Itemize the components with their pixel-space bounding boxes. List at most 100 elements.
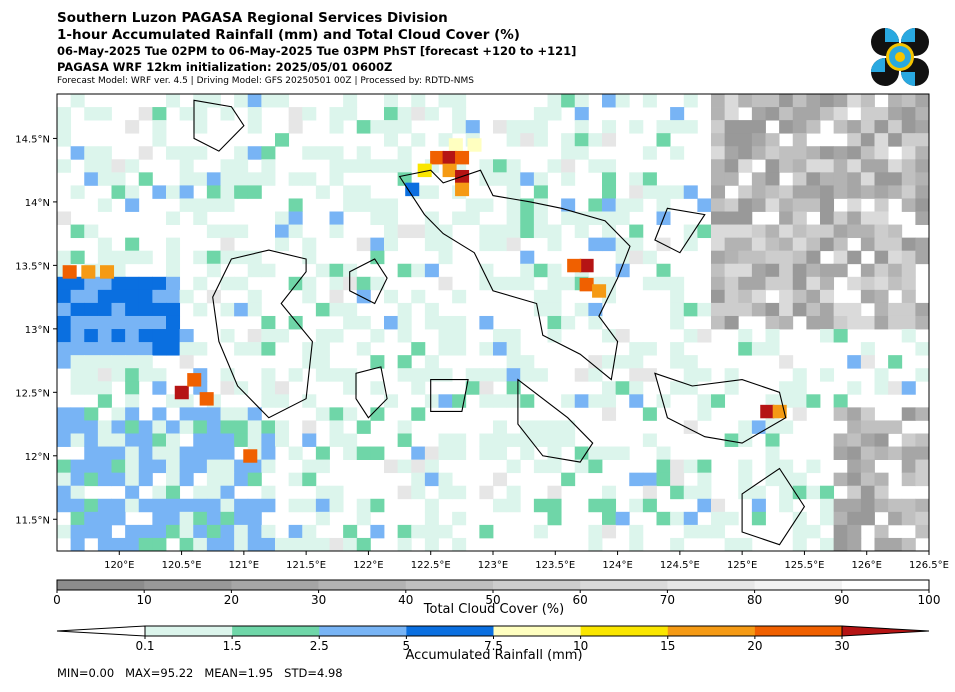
- map-cell: [888, 276, 903, 291]
- map-cell: [738, 263, 753, 278]
- map-cell: [343, 94, 358, 108]
- map-cell: [356, 498, 371, 513]
- map-cell: [888, 94, 903, 108]
- map-cell: [724, 276, 739, 291]
- rainfall-label: Accumulated Rainfall (mm): [405, 648, 583, 663]
- map-cell: [234, 420, 249, 434]
- map-cell: [860, 459, 875, 474]
- map-cell: [247, 342, 262, 356]
- map-cell: [860, 224, 875, 239]
- map-cell: [820, 537, 835, 551]
- rain-swatch: [754, 626, 843, 636]
- map-cell: [506, 394, 521, 408]
- map-cell: [874, 224, 889, 239]
- map-cell: [397, 302, 412, 317]
- cloud-swatch: [318, 580, 407, 590]
- y-tick-label: 12°N: [25, 452, 50, 463]
- map-cell: [125, 120, 140, 134]
- map-cell: [874, 250, 889, 265]
- map-cell: [588, 302, 603, 317]
- map-cell: [574, 133, 589, 147]
- map-cell: [561, 276, 576, 291]
- map-cell: [874, 537, 889, 551]
- map-title: Southern Luzon PAGASA Regional Services …: [57, 10, 448, 26]
- map-cell: [629, 342, 644, 356]
- map-cell: [683, 302, 698, 317]
- map-cell: [206, 263, 221, 278]
- map-cell: [738, 146, 753, 160]
- map-cell: [833, 472, 848, 487]
- map-cell: [138, 498, 153, 513]
- map-cell: [915, 315, 929, 330]
- map-cell: [220, 511, 235, 526]
- map-cell: [275, 381, 290, 395]
- map-cell: [397, 420, 412, 434]
- map-cell: [438, 394, 453, 408]
- map-cell: [901, 381, 916, 395]
- coastline: [741, 467, 806, 546]
- map-cell: [397, 433, 412, 447]
- map-cell: [792, 368, 807, 382]
- map-cell: [833, 537, 848, 551]
- map-cell: [125, 342, 140, 356]
- map-cell: [424, 394, 439, 408]
- map-cell: [111, 368, 126, 382]
- map-cell: [506, 498, 521, 513]
- map-cell: [138, 524, 153, 539]
- map-cell: [438, 368, 453, 382]
- map-cell: [384, 159, 399, 173]
- cloud-swatch: [231, 580, 319, 590]
- map-cell: [711, 263, 726, 278]
- map-cell: [792, 407, 807, 421]
- map-cell: [111, 250, 126, 265]
- map-cell: [125, 498, 140, 513]
- map-cell: [847, 498, 862, 513]
- map-cell: [57, 276, 72, 291]
- map-cell: [806, 276, 821, 291]
- map-cell: [479, 368, 494, 382]
- map-cell: [84, 368, 99, 382]
- map-cell: [711, 94, 726, 108]
- map-cell: [166, 459, 181, 474]
- map-cell: [888, 133, 903, 147]
- map-cell: [670, 276, 685, 291]
- map-cell: [384, 107, 399, 121]
- map-cell: [247, 459, 262, 474]
- map-cell: [206, 537, 221, 551]
- map-cell: [57, 289, 72, 304]
- map-cell: [97, 107, 112, 121]
- map-cell: [697, 498, 712, 513]
- map-cell: [411, 342, 426, 356]
- map-cell: [329, 224, 344, 239]
- rain-swatch: [406, 626, 494, 636]
- map-cell: [166, 237, 181, 252]
- map-cell: [329, 368, 344, 382]
- map-cell: [656, 263, 671, 278]
- map-cell: [792, 302, 807, 317]
- map-cell: [247, 302, 262, 317]
- map-cell: [765, 237, 780, 252]
- map-cell: [615, 237, 630, 252]
- map-cell: [275, 133, 290, 147]
- map-cell: [70, 459, 85, 474]
- map-cell: [111, 446, 126, 460]
- map-cell: [166, 315, 181, 330]
- map-cell: [247, 94, 262, 108]
- map-cell: [588, 537, 603, 551]
- map-cell: [779, 498, 794, 513]
- map-cell: [152, 524, 167, 539]
- map-cell: [97, 368, 112, 382]
- map-cell: [261, 459, 276, 474]
- map-cell: [343, 524, 358, 539]
- map-cell: [874, 172, 889, 186]
- map-cell: [888, 537, 903, 551]
- rain-cell: [405, 182, 420, 197]
- map-cell: [315, 498, 330, 513]
- map-cell: [302, 433, 317, 447]
- map-cell: [479, 381, 494, 395]
- rain-over-triangle: [841, 625, 930, 637]
- map-cell: [792, 289, 807, 304]
- map-cell: [915, 368, 929, 382]
- map-cell: [561, 146, 576, 160]
- map-cell: [411, 485, 426, 500]
